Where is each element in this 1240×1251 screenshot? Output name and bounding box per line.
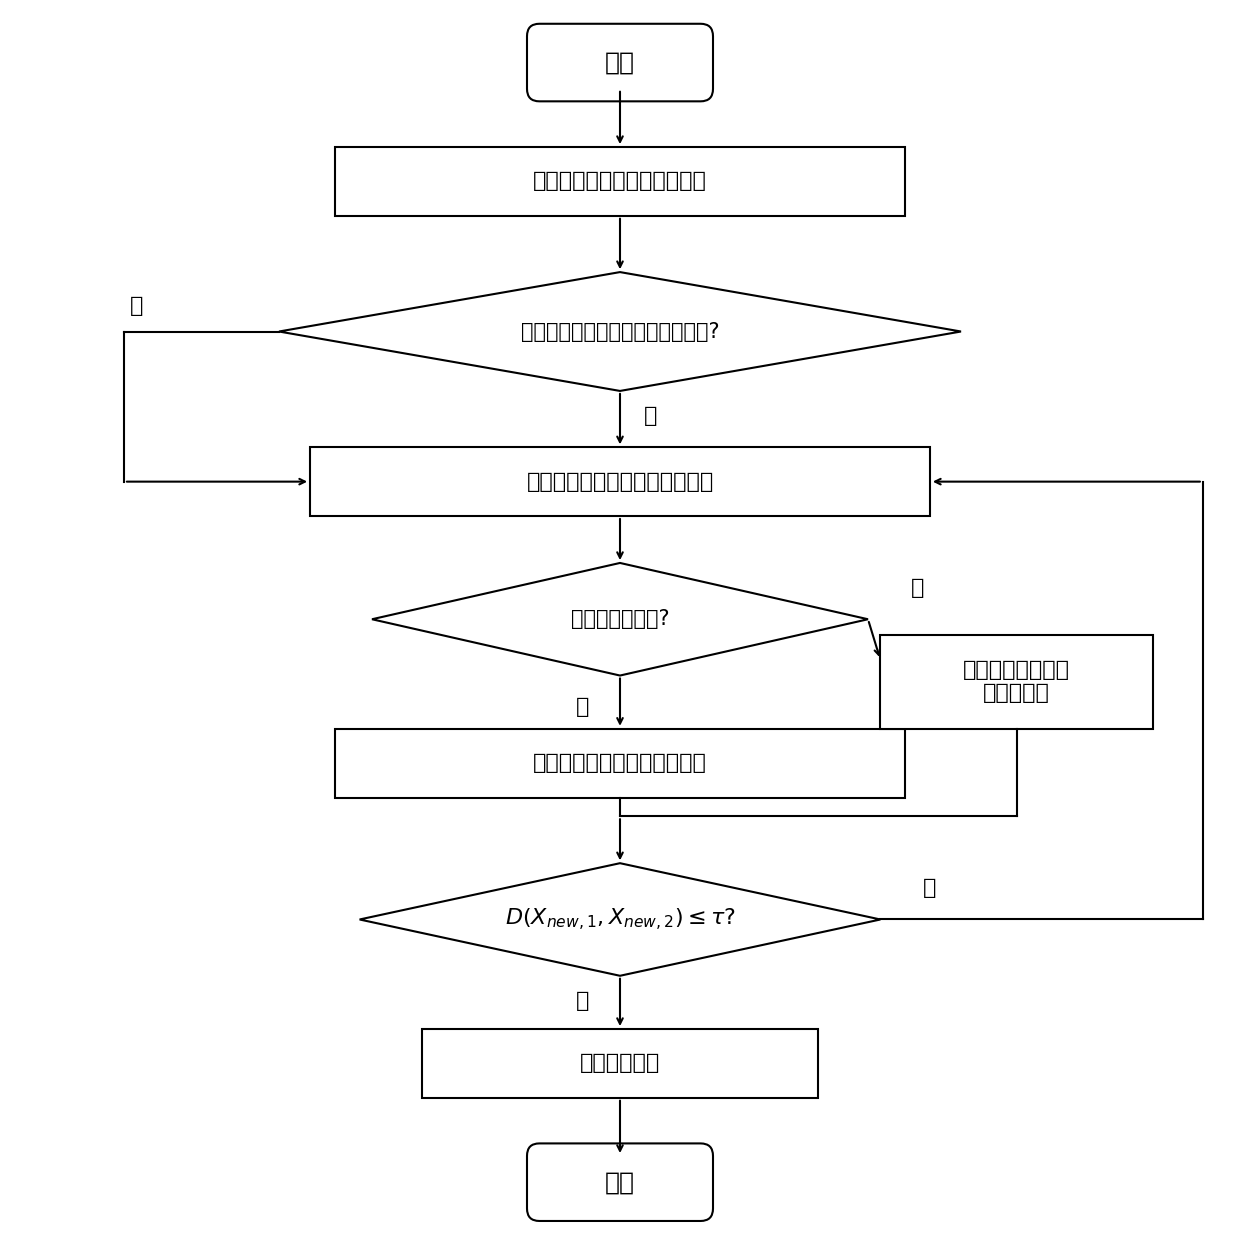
Text: 开始: 开始 [605, 50, 635, 75]
Polygon shape [360, 863, 880, 976]
Text: 搜索最短路径: 搜索最短路径 [580, 1053, 660, 1073]
Text: 初始化机器人、障碍物的位置: 初始化机器人、障碍物的位置 [533, 171, 707, 191]
Polygon shape [279, 273, 961, 392]
Polygon shape [372, 563, 868, 676]
Text: 是: 是 [577, 991, 589, 1011]
Text: 否: 否 [645, 407, 657, 425]
FancyBboxPatch shape [335, 148, 905, 216]
Text: 否: 否 [911, 578, 924, 598]
FancyBboxPatch shape [335, 728, 905, 798]
Text: $D(X_{new,1},X_{new,2})\leq\tau$?: $D(X_{new,1},X_{new,2})\leq\tau$? [505, 907, 735, 932]
Text: 判断起始点和目标点是否可以连接?: 判断起始点和目标点是否可以连接? [521, 322, 719, 342]
Text: 分别从起始点和目标点进行扩展: 分别从起始点和目标点进行扩展 [526, 472, 714, 492]
Text: 运用随机搜索策略扩展随机树: 运用随机搜索策略扩展随机树 [533, 753, 707, 773]
Text: 是否遇到障碍物?: 是否遇到障碍物? [570, 609, 670, 629]
FancyBboxPatch shape [310, 448, 930, 517]
Text: 是: 是 [130, 296, 143, 317]
FancyBboxPatch shape [422, 1028, 818, 1098]
FancyBboxPatch shape [527, 24, 713, 101]
Text: 否: 否 [924, 878, 936, 898]
FancyBboxPatch shape [880, 636, 1153, 728]
FancyBboxPatch shape [527, 1143, 713, 1221]
Text: 运用目标引力策略
扩展随机树: 运用目标引力策略 扩展随机树 [963, 661, 1070, 703]
Text: 是: 是 [577, 697, 589, 717]
Text: 结束: 结束 [605, 1170, 635, 1195]
